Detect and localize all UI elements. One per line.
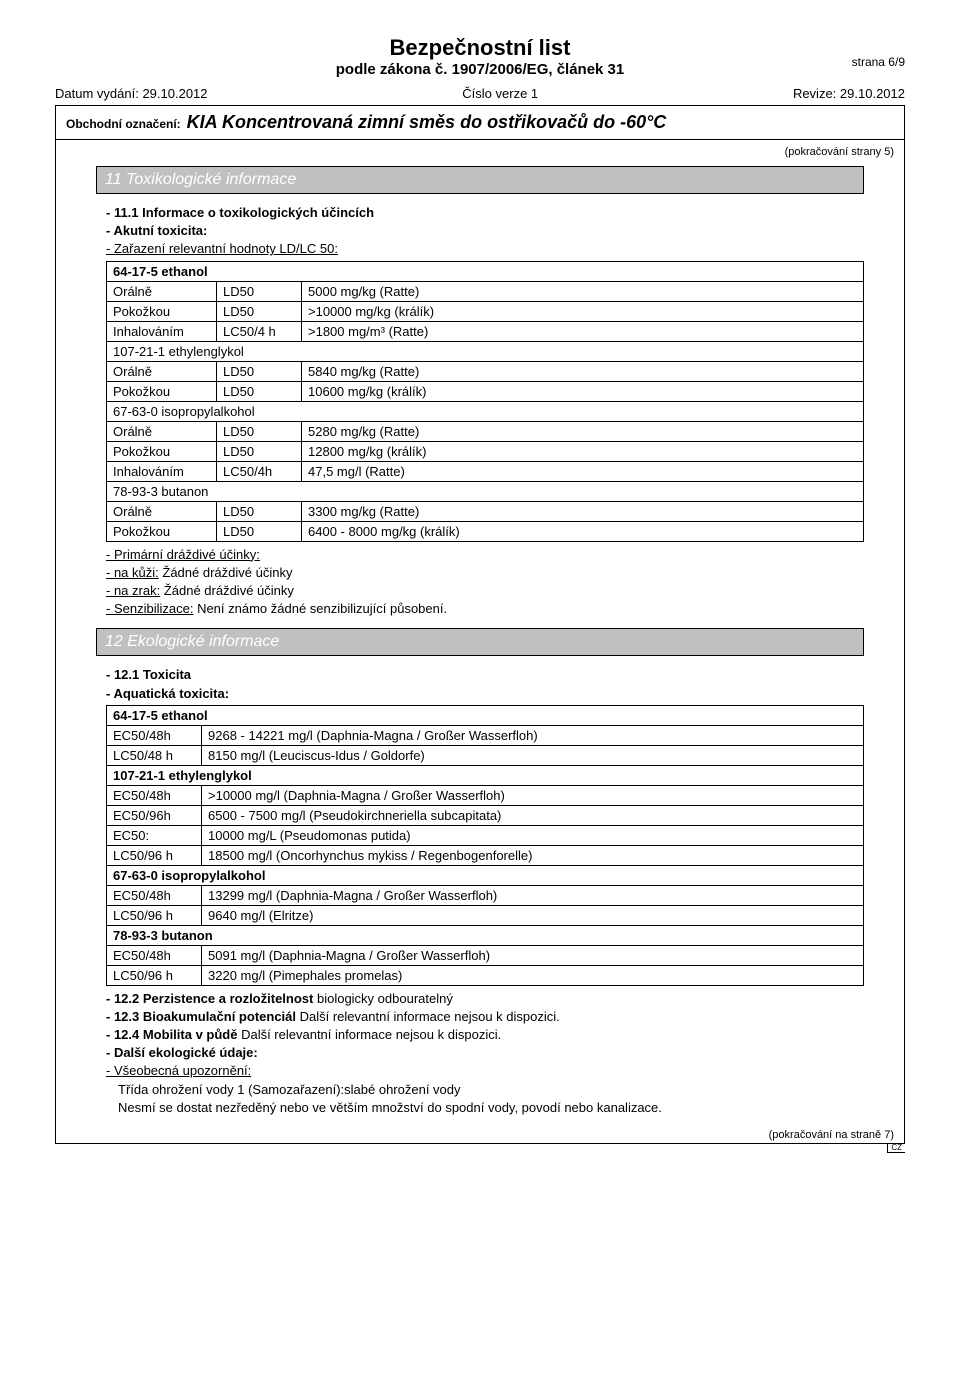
doc-title: Bezpečnostní list bbox=[0, 35, 960, 61]
eco-cell: 10000 mg/L (Pseudomonas putida) bbox=[202, 825, 864, 845]
doc-subtitle: podle zákona č. 1907/2006/EG, článek 31 bbox=[0, 61, 960, 78]
bioaccumulation: - 12.3 Bioakumulační potenciál Další rel… bbox=[106, 1008, 864, 1026]
eco-cell: EC50/48h bbox=[107, 885, 202, 905]
eco-cell: EC50/96h bbox=[107, 805, 202, 825]
main-frame: Obchodní označení: KIA Koncentrovaná zim… bbox=[55, 105, 905, 1144]
eco-cell: LC50/96 h bbox=[107, 905, 202, 925]
trade-name-row: Obchodní označení: KIA Koncentrovaná zim… bbox=[56, 106, 904, 140]
eco-cell: EC50/48h bbox=[107, 785, 202, 805]
eco-cell: EC50/48h bbox=[107, 945, 202, 965]
tox-ethylenglykol-header: 107-21-1 ethylenglykol bbox=[107, 341, 864, 361]
section-12-body: - 12.1 Toxicita - Aquatická toxicita: 64… bbox=[96, 666, 864, 1117]
tox-cell: LD50 bbox=[217, 441, 302, 461]
toxicity-heading: - 12.1 Toxicita bbox=[106, 666, 864, 684]
tox-cell: LD50 bbox=[217, 381, 302, 401]
document-header: Bezpečnostní list podle zákona č. 1907/2… bbox=[0, 35, 960, 78]
tox-cell: LD50 bbox=[217, 501, 302, 521]
tox-cell: >10000 mg/kg (králík) bbox=[302, 301, 864, 321]
water-hazard-class: Třída ohrožení vody 1 (Samozařazení):sla… bbox=[106, 1081, 864, 1099]
tox-cell: LD50 bbox=[217, 281, 302, 301]
eco-cell: 8150 mg/l (Leuciscus-Idus / Goldorfe) bbox=[202, 745, 864, 765]
continuation-bottom: (pokračování na straně 7) bbox=[56, 1127, 904, 1143]
ecology-table: 64-17-5 ethanol EC50/48h9268 - 14221 mg/… bbox=[106, 705, 864, 986]
eco-cell: EC50/48h bbox=[107, 725, 202, 745]
cz-tag: CZ bbox=[887, 1144, 905, 1153]
other-eco-data: - Další ekologické údaje: bbox=[106, 1044, 864, 1062]
tox-cell: 6400 - 8000 mg/kg (králík) bbox=[302, 521, 864, 541]
section-11-body: - 11.1 Informace o toxikologických účinc… bbox=[96, 204, 864, 618]
primary-irritant: - Primární dráždivé účinky: bbox=[106, 546, 864, 564]
acute-toxicity: - Akutní toxicita: bbox=[106, 222, 864, 240]
eco-ethanol-header: 64-17-5 ethanol bbox=[107, 705, 864, 725]
ldlc-classification: - Zařazení relevantní hodnoty LD/LC 50: bbox=[106, 240, 864, 258]
eco-butanon-header: 78-93-3 butanon bbox=[107, 925, 864, 945]
meta-row: Datum vydání: 29.10.2012 Číslo verze 1 R… bbox=[55, 86, 905, 101]
eco-cell: 3220 mg/l (Pimephales promelas) bbox=[202, 965, 864, 985]
general-notes: - Všeobecná upozornění: bbox=[106, 1062, 864, 1080]
tox-cell: LD50 bbox=[217, 421, 302, 441]
tox-ethanol-header: 64-17-5 ethanol bbox=[107, 261, 864, 281]
tox-cell: 3300 mg/kg (Ratte) bbox=[302, 501, 864, 521]
tox-isopropyl-header: 67-63-0 isopropylalkohol bbox=[107, 401, 864, 421]
tox-cell: LD50 bbox=[217, 521, 302, 541]
skin-irritant: - na kůži: Žádné dráždivé účinky bbox=[106, 564, 864, 582]
tox-cell: Orálně bbox=[107, 501, 217, 521]
tox-cell: Pokožkou bbox=[107, 441, 217, 461]
trade-label: Obchodní označení: bbox=[66, 117, 181, 131]
tox-cell: 10600 mg/kg (králík) bbox=[302, 381, 864, 401]
tox-cell: LC50/4h bbox=[217, 461, 302, 481]
tox-cell: Inhalováním bbox=[107, 321, 217, 341]
revision: Revize: 29.10.2012 bbox=[793, 86, 905, 101]
tox-cell: Orálně bbox=[107, 281, 217, 301]
date-issued: Datum vydání: 29.10.2012 bbox=[55, 86, 208, 101]
section-12-title: 12 Ekologické informace bbox=[96, 628, 864, 656]
eco-cell: 9640 mg/l (Elritze) bbox=[202, 905, 864, 925]
tox-cell: Pokožkou bbox=[107, 521, 217, 541]
continuation-top: (pokračování strany 5) bbox=[56, 140, 904, 162]
tox-info-heading: - 11.1 Informace o toxikologických účinc… bbox=[106, 204, 864, 222]
toxicology-table: 64-17-5 ethanol OrálněLD505000 mg/kg (Ra… bbox=[106, 261, 864, 542]
tox-cell: >1800 mg/m³ (Ratte) bbox=[302, 321, 864, 341]
trade-name: KIA Koncentrovaná zimní směs do ostřikov… bbox=[187, 112, 667, 133]
content-area: 11 Toxikologické informace - 11.1 Inform… bbox=[56, 162, 904, 1127]
tox-cell: 47,5 mg/l (Ratte) bbox=[302, 461, 864, 481]
eye-irritant: - na zrak: Žádné dráždivé účinky bbox=[106, 582, 864, 600]
persistence: - 12.2 Perzistence a rozložitelnost biol… bbox=[106, 990, 864, 1008]
tox-cell: LC50/4 h bbox=[217, 321, 302, 341]
eco-cell: LC50/48 h bbox=[107, 745, 202, 765]
eco-cell: 5091 mg/l (Daphnia-Magna / Großer Wasser… bbox=[202, 945, 864, 965]
tox-cell: Pokožkou bbox=[107, 381, 217, 401]
tox-cell: Orálně bbox=[107, 361, 217, 381]
water-hazard-note: Nesmí se dostat nezředěný nebo ve větším… bbox=[106, 1099, 864, 1117]
tox-cell: Orálně bbox=[107, 421, 217, 441]
eco-cell: 9268 - 14221 mg/l (Daphnia-Magna / Große… bbox=[202, 725, 864, 745]
tox-cell: Inhalováním bbox=[107, 461, 217, 481]
tox-cell: 5000 mg/kg (Ratte) bbox=[302, 281, 864, 301]
section-11-title: 11 Toxikologické informace bbox=[96, 166, 864, 194]
tox-cell: 5840 mg/kg (Ratte) bbox=[302, 361, 864, 381]
sensitization: - Senzibilizace: Není známo žádné senzib… bbox=[106, 600, 864, 618]
aquatic-toxicity: - Aquatická toxicita: bbox=[106, 685, 864, 703]
eco-cell: EC50: bbox=[107, 825, 202, 845]
page-number: strana 6/9 bbox=[852, 55, 905, 69]
eco-cell: 18500 mg/l (Oncorhynchus mykiss / Regenb… bbox=[202, 845, 864, 865]
eco-ethylenglykol-header: 107-21-1 ethylenglykol bbox=[107, 765, 864, 785]
cz-footer-line: CZ bbox=[0, 1144, 905, 1155]
eco-cell: >10000 mg/l (Daphnia-Magna / Großer Wass… bbox=[202, 785, 864, 805]
eco-cell: 6500 - 7500 mg/l (Pseudokirchneriella su… bbox=[202, 805, 864, 825]
tox-cell: Pokožkou bbox=[107, 301, 217, 321]
tox-butanon-header: 78-93-3 butanon bbox=[107, 481, 864, 501]
soil-mobility: - 12.4 Mobilita v půdě Další relevantní … bbox=[106, 1026, 864, 1044]
eco-isopropyl-header: 67-63-0 isopropylalkohol bbox=[107, 865, 864, 885]
eco-cell: LC50/96 h bbox=[107, 845, 202, 865]
eco-cell: LC50/96 h bbox=[107, 965, 202, 985]
version: Číslo verze 1 bbox=[462, 86, 538, 101]
tox-cell: 12800 mg/kg (králík) bbox=[302, 441, 864, 461]
tox-cell: LD50 bbox=[217, 301, 302, 321]
eco-cell: 13299 mg/l (Daphnia-Magna / Großer Wasse… bbox=[202, 885, 864, 905]
tox-cell: 5280 mg/kg (Ratte) bbox=[302, 421, 864, 441]
tox-cell: LD50 bbox=[217, 361, 302, 381]
